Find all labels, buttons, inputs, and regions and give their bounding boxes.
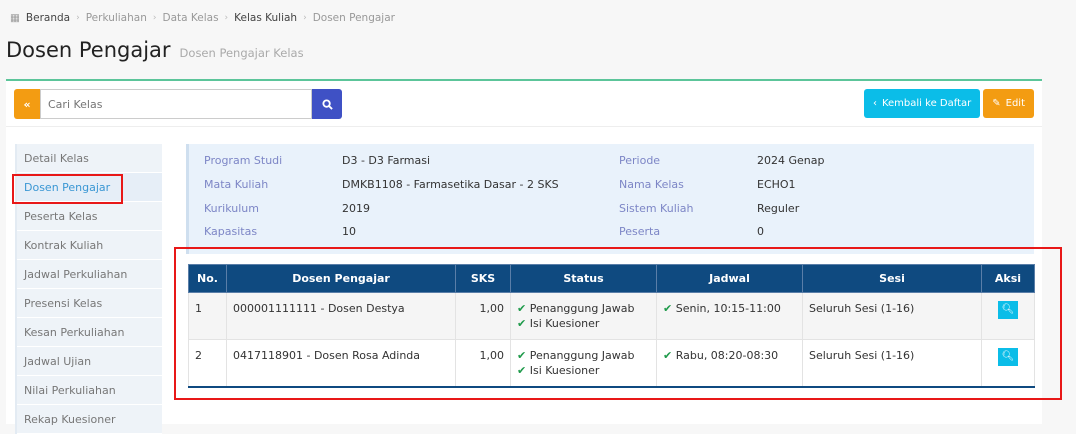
edit-button[interactable]: ✎ Edit: [983, 89, 1034, 118]
search-input[interactable]: [40, 89, 312, 119]
page-title: Dosen Pengajar: [6, 38, 171, 62]
edit-label: Edit: [1005, 98, 1025, 109]
cell-sesi: Seluruh Sesi (1-16): [802, 292, 982, 340]
highlight-box-sidebar: [12, 174, 123, 204]
view-button[interactable]: 🔍︎: [998, 348, 1018, 366]
cell-status: ✔ Penanggung Jawab ✔ Isi Kuesioner: [510, 292, 657, 340]
check-icon: ✔: [517, 302, 527, 315]
class-info-panel: Program Studi D3 - D3 Farmasi Periode 2024…: [186, 144, 1034, 254]
search-button[interactable]: [312, 89, 342, 119]
info-label: Program Studi: [204, 154, 283, 167]
column-header: SKS: [455, 264, 511, 293]
info-value: 0: [757, 225, 764, 239]
info-value: 10: [342, 225, 356, 239]
info-label: Peserta: [619, 225, 661, 239]
info-label: Periode: [619, 154, 661, 167]
sidebar-item-jadwal-ujian[interactable]: Jadwal Ujian: [17, 347, 162, 376]
sidebar-item-dosen-pengajar[interactable]: Dosen Pengajar: [17, 173, 162, 202]
check-icon: ✔: [517, 349, 527, 362]
cell-sks: 1,00: [455, 339, 511, 388]
cell-no: 1: [188, 292, 227, 340]
check-icon: ✔: [517, 364, 527, 377]
sidebar-item-detail-kelas[interactable]: Detail Kelas: [17, 144, 162, 173]
chevron-right-icon: ›: [152, 13, 157, 23]
info-value: 2019: [342, 201, 370, 215]
check-icon: ✔: [517, 317, 527, 330]
divider: [6, 126, 1042, 127]
column-header: Status: [510, 264, 657, 293]
double-chevron-left-icon: «: [23, 97, 31, 111]
cell-jadwal: ✔ Senin, 10:15-11:00: [656, 292, 803, 340]
info-value: DMKB1108 - Farmasetika Dasar - 2 SKS: [342, 177, 559, 191]
table-icon: ▦: [10, 12, 20, 24]
search-icon: 🔍︎: [1001, 351, 1015, 362]
lecturer-table: No. Dosen Pengajar SKS Status Jadwal Ses…: [188, 264, 1035, 388]
highlight-box-table: [174, 247, 1062, 400]
table-row: 2 0417118901 - Dosen Rosa Adinda 1,00 ✔ …: [188, 339, 1035, 388]
column-header: Aksi: [981, 264, 1035, 293]
cell-no: 2: [188, 339, 227, 388]
chevron-right-icon: ›: [76, 13, 80, 23]
page-subtitle: Dosen Pengajar Kelas: [179, 46, 304, 60]
column-header: Jadwal: [656, 264, 803, 293]
info-value: 2024 Genap: [757, 154, 825, 167]
column-header: No.: [188, 264, 227, 293]
collapse-button[interactable]: «: [14, 89, 40, 119]
main-panel: « ‹ Kembali ke Daftar ✎ Edit Detail Kelas …: [6, 79, 1042, 434]
cell-sks: 1,00: [455, 292, 511, 340]
breadcrumb-dosen-pengajar: Dosen Pengajar: [312, 12, 395, 24]
info-value: ECHO1: [757, 177, 796, 191]
check-icon: ✔: [663, 349, 673, 362]
column-header: Sesi: [802, 264, 982, 293]
cell-aksi: 🔍︎: [981, 292, 1035, 340]
info-label: Kapasitas: [204, 225, 258, 239]
check-icon: ✔: [663, 302, 673, 315]
sidebar-item-presensi-kelas[interactable]: Presensi Kelas: [17, 289, 162, 318]
breadcrumb-data-kelas[interactable]: Data Kelas: [162, 12, 219, 24]
sidebar-item-kesan-perkuliahan[interactable]: Kesan Perkuliahan: [17, 318, 162, 347]
breadcrumb-beranda[interactable]: Beranda: [25, 12, 71, 24]
sidebar-item-nilai-perkuliahan[interactable]: Nilai Perkuliahan: [17, 376, 162, 405]
cell-sesi: Seluruh Sesi (1-16): [802, 339, 982, 388]
status-text: Penanggung Jawab: [529, 349, 635, 362]
back-label: Kembali ke Daftar: [881, 98, 972, 109]
cell-dosen: 0417118901 - Dosen Rosa Adinda: [226, 339, 456, 388]
info-label: Kurikulum: [204, 201, 259, 215]
status-text: Isi Kuesioner: [529, 364, 600, 377]
search-bar: «: [14, 89, 342, 119]
info-value: Reguler: [757, 201, 800, 215]
sidebar-item-kontrak-kuliah[interactable]: Kontrak Kuliah: [17, 231, 162, 260]
search-icon: 🔍︎: [1001, 304, 1015, 315]
cell-jadwal: ✔ Rabu, 08:20-08:30: [656, 339, 803, 388]
sidebar: Detail Kelas Dosen Pengajar Peserta Kela…: [15, 144, 162, 434]
chevron-right-icon: ›: [224, 13, 229, 23]
search-icon: [321, 98, 333, 110]
jadwal-text: Senin, 10:15-11:00: [675, 302, 781, 315]
breadcrumb-perkuliahan[interactable]: Perkuliahan: [85, 12, 147, 24]
jadwal-text: Rabu, 08:20-08:30: [675, 349, 779, 362]
info-label: Mata Kuliah: [204, 177, 269, 191]
sidebar-item-peserta-kelas[interactable]: Peserta Kelas: [17, 202, 162, 231]
cell-dosen: 000001111111 - Dosen Destya: [226, 292, 456, 340]
info-label: Sistem Kuliah: [619, 201, 694, 215]
pencil-icon: ✎: [992, 98, 1001, 109]
breadcrumb: ▦ Beranda › Perkuliahan › Data Kelas › Kela…: [10, 12, 395, 24]
info-label: Nama Kelas: [619, 177, 684, 191]
chevron-left-icon: ‹: [872, 98, 877, 109]
sidebar-item-jadwal-perkuliahan[interactable]: Jadwal Perkuliahan: [17, 260, 162, 289]
view-button[interactable]: 🔍︎: [998, 301, 1018, 319]
status-text: Penanggung Jawab: [529, 302, 635, 315]
page-header: Dosen Pengajar Dosen Pengajar Kelas: [6, 38, 304, 62]
breadcrumb-kelas-kuliah[interactable]: Kelas Kuliah: [234, 12, 298, 24]
status-text: Isi Kuesioner: [529, 317, 600, 330]
table-row: 1 000001111111 - Dosen Destya 1,00 ✔ Pen…: [188, 292, 1035, 340]
cell-aksi: 🔍︎: [981, 339, 1035, 388]
chevron-right-icon: ›: [303, 13, 307, 23]
info-value: D3 - D3 Farmasi: [342, 154, 431, 167]
back-to-list-button[interactable]: ‹ Kembali ke Daftar: [863, 89, 981, 118]
